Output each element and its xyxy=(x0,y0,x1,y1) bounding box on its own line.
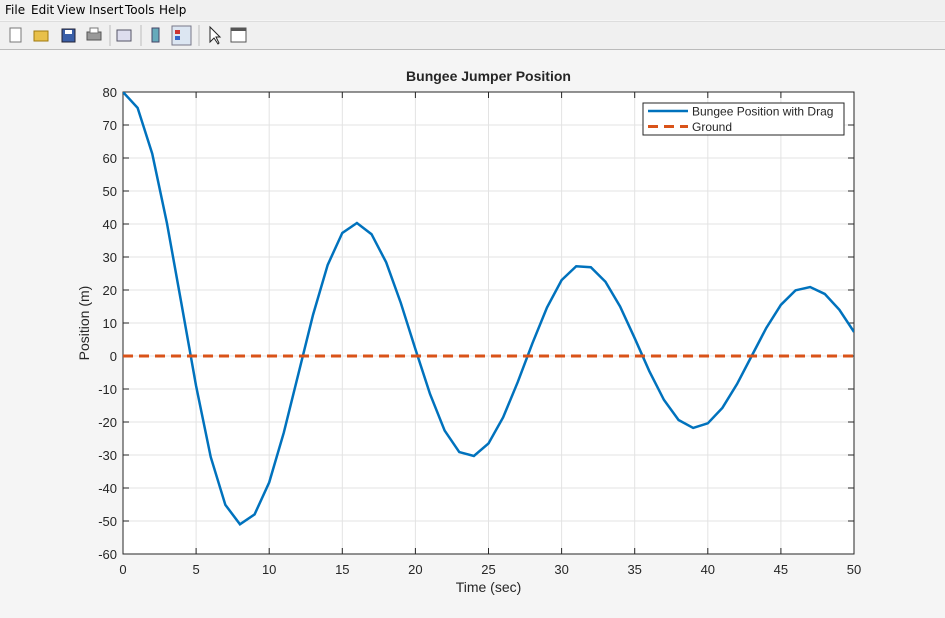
x-tick-label: 40 xyxy=(701,562,715,577)
y-tick-label: -60 xyxy=(98,547,117,562)
menu-item[interactable]: File xyxy=(5,3,26,17)
save-icon[interactable] xyxy=(61,28,76,43)
y-tick-label: 40 xyxy=(103,217,117,232)
pointer-icon[interactable] xyxy=(209,25,222,45)
y-tick-label: 30 xyxy=(103,250,117,265)
x-tick-label: 35 xyxy=(627,562,641,577)
y-tick-label: -30 xyxy=(98,448,117,463)
y-tick-label: 0 xyxy=(110,349,117,364)
print-icon[interactable] xyxy=(86,27,102,41)
y-tick-label: -50 xyxy=(98,514,117,529)
menu-item[interactable]: Help xyxy=(159,3,187,17)
data-line xyxy=(123,92,854,527)
menu-item[interactable]: Insert xyxy=(89,3,124,17)
y-tick-label: 10 xyxy=(103,316,117,331)
legend-icon[interactable] xyxy=(171,25,192,46)
legend-label: Ground xyxy=(692,120,732,134)
y-tick-label: 20 xyxy=(103,283,117,298)
y-tick-label: 50 xyxy=(103,184,117,199)
chart: Bungee Jumper Position Time (sec) Positi… xyxy=(76,68,861,595)
x-tick-label: 50 xyxy=(847,562,861,577)
x-tick-label: 30 xyxy=(554,562,568,577)
y-tick-label: 60 xyxy=(103,151,117,166)
open-icon[interactable] xyxy=(33,30,49,42)
chart-title: Bungee Jumper Position xyxy=(406,68,571,84)
menu-item[interactable]: View xyxy=(57,3,86,17)
menu-bar: File Edit View Insert Tools Help xyxy=(0,0,945,20)
x-tick-label: 15 xyxy=(335,562,349,577)
y-axis-label: Position (m) xyxy=(76,286,92,361)
y-tick-label: -20 xyxy=(98,415,117,430)
y-tick-label: -40 xyxy=(98,481,117,496)
x-tick-label: 45 xyxy=(774,562,788,577)
x-tick-label: 20 xyxy=(408,562,422,577)
legend-box xyxy=(642,102,845,136)
y-tick-label: 80 xyxy=(103,85,117,100)
toolbar-icons xyxy=(9,25,247,46)
x-tick-label: 5 xyxy=(192,562,199,577)
x-axis-label: Time (sec) xyxy=(456,579,522,595)
legend-label: Bungee Position with Drag xyxy=(692,105,833,119)
toolbar xyxy=(0,21,945,50)
x-tick-label: 10 xyxy=(262,562,276,577)
link-icon[interactable] xyxy=(116,29,132,42)
y-tick-label: -10 xyxy=(98,382,117,397)
menu-item[interactable]: Tools xyxy=(125,3,155,17)
axes-box xyxy=(122,91,855,555)
new-icon[interactable] xyxy=(9,27,22,43)
colorbar-icon[interactable] xyxy=(151,27,160,43)
x-tick-label: 25 xyxy=(481,562,495,577)
menu-item[interactable]: Edit xyxy=(31,3,55,17)
y-tick-label: 70 xyxy=(103,118,117,133)
property-icon[interactable] xyxy=(230,27,247,43)
x-tick-label: 0 xyxy=(119,562,126,577)
